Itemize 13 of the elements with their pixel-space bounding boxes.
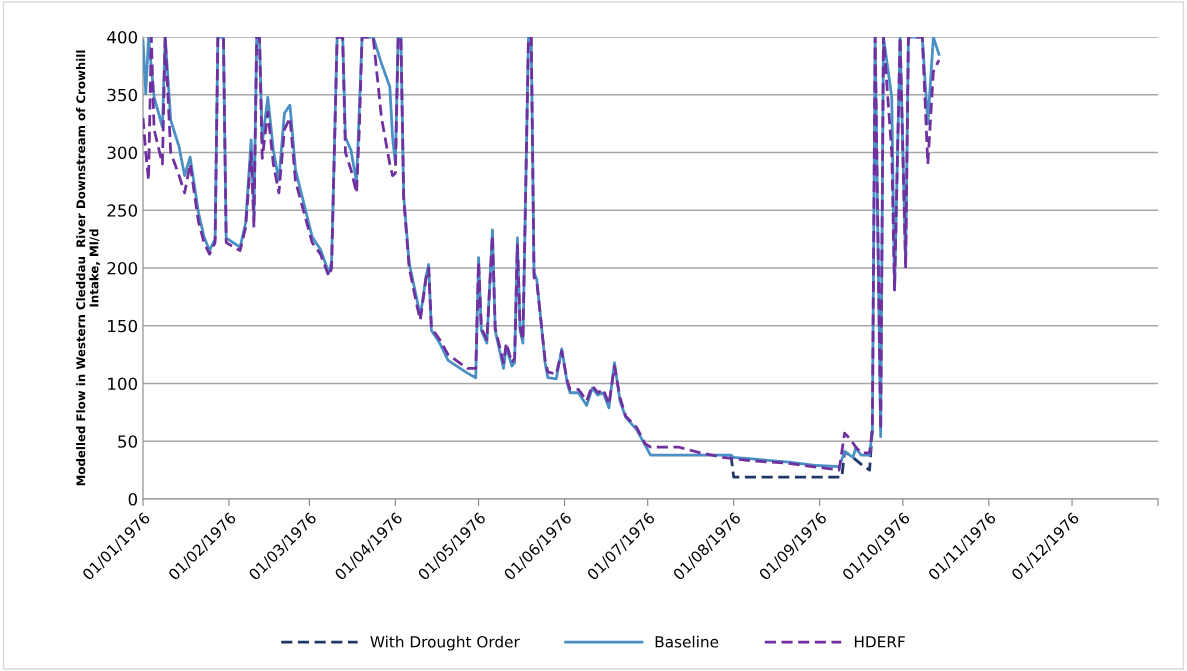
y-tick-label: 300 <box>107 146 138 160</box>
legend-label: Baseline <box>655 635 719 648</box>
y-tick-label: 350 <box>107 88 138 102</box>
y-axis-title: Modelled Flow in Western Cleddau River Downstream of Crowhill Intake, Ml/d <box>76 50 100 486</box>
y-tick-label: 150 <box>108 319 138 333</box>
y-tick-label: 400 <box>107 30 138 44</box>
legend-label: With Drought Order <box>370 635 520 651</box>
y-tick-label: 100 <box>108 377 138 391</box>
y-tick-label: 50 <box>118 435 138 448</box>
y-tick-label: 0 <box>128 492 138 506</box>
legend-label: HDERF <box>854 636 905 648</box>
y-tick-label: 250 <box>107 204 138 217</box>
y-tick-label: 200 <box>107 261 138 275</box>
